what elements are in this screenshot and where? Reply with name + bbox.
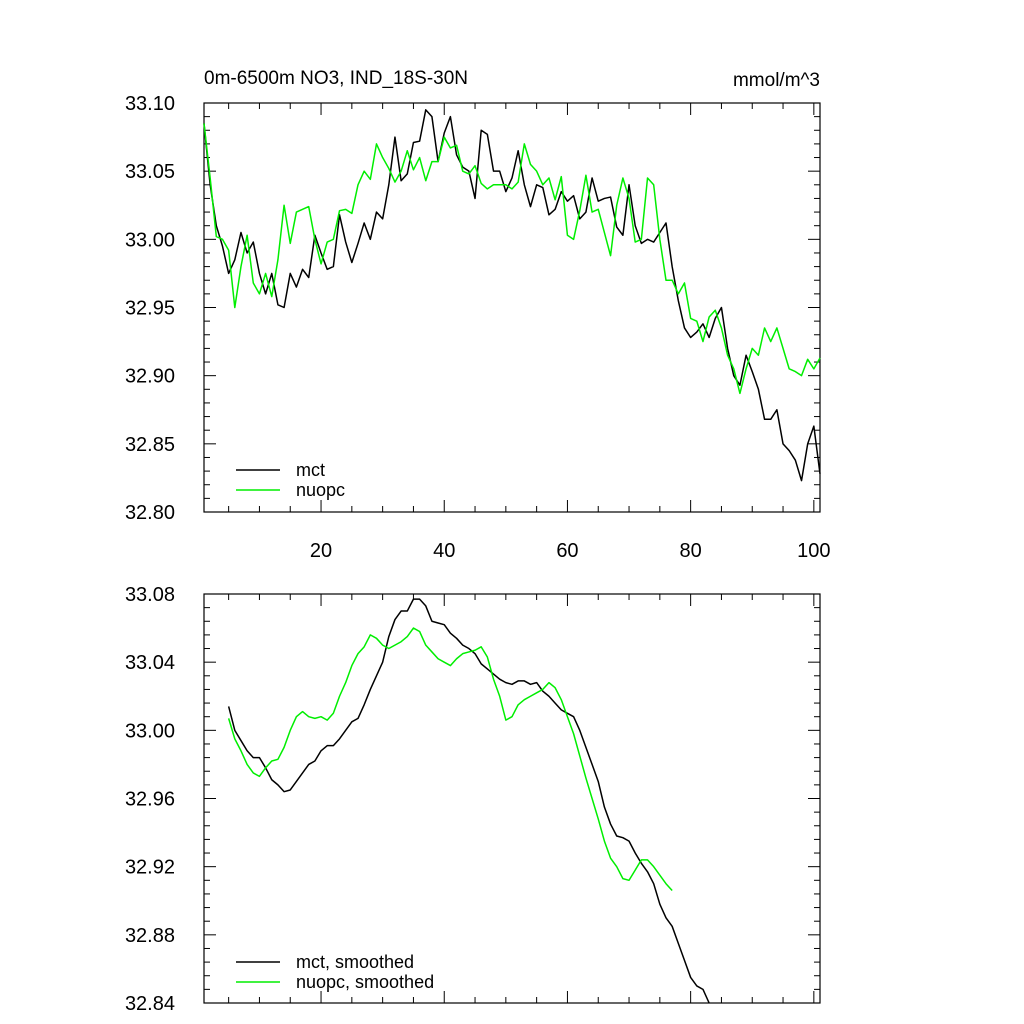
top-x-tick-label: 40: [433, 540, 455, 562]
bottom-series-lines: [227, 598, 710, 1004]
top-x-tick-label: 20: [310, 540, 332, 562]
top-legend-mct-label: mct: [296, 460, 325, 480]
bottom-y-tick-label: 32.88: [125, 925, 175, 947]
top-chart-units: mmol/m^3: [733, 70, 820, 91]
bottom-y-tick-label: 33.08: [125, 584, 175, 606]
top-x-tick-label: 100: [797, 540, 830, 562]
top-y-tick-label: 32.80: [125, 502, 175, 524]
top-y-tick-label: 32.85: [125, 434, 175, 456]
top-series-line-mct: [203, 109, 821, 482]
top-series-line-nuopc: [203, 123, 821, 395]
bottom-series-line-mct-smoothed: [227, 598, 710, 1004]
top-x-tick-label: 80: [680, 540, 702, 562]
top-plot-frame: [203, 102, 821, 513]
bottom-plot-frame: [203, 593, 821, 1004]
top-x-tick-label: 60: [556, 540, 578, 562]
bottom-series-line-nuopc-smoothed: [227, 627, 673, 892]
top-panel: 0m-6500m NO3, IND_18S-30N mmol/m^3 20 40 6…: [125, 68, 831, 562]
top-axis-ticks: 20 40 60 80 100 32.80 32.85 32.90 32.95 33.00 33.0…: [125, 93, 831, 562]
bottom-legend-mct-label: mct, smoothed: [296, 952, 414, 972]
top-legend-nuopc-label: nuopc: [296, 480, 345, 500]
top-legend: mct nuopc: [236, 460, 345, 500]
top-y-tick-label: 33.10: [125, 93, 175, 115]
bottom-y-tick-label: 32.92: [125, 857, 175, 879]
bottom-y-tick-label: 32.84: [125, 993, 175, 1015]
bottom-panel: 32.84 32.88 32.92 32.96 33.00 33.04 33.08 mct,…: [125, 584, 821, 1015]
bottom-y-tick-label: 33.00: [125, 720, 175, 742]
bottom-y-tick-label: 32.96: [125, 789, 175, 811]
top-series-lines: [203, 109, 821, 482]
top-chart-title: 0m-6500m NO3, IND_18S-30N: [204, 68, 468, 89]
top-y-tick-label: 33.00: [125, 229, 175, 251]
top-y-tick-label: 32.90: [125, 366, 175, 388]
bottom-legend: mct, smoothed nuopc, smoothed: [236, 952, 434, 992]
top-y-tick-label: 33.05: [125, 161, 175, 183]
bottom-legend-nuopc-label: nuopc, smoothed: [296, 972, 434, 992]
bottom-axis-ticks: 32.84 32.88 32.92 32.96 33.00 33.04 33.08: [125, 584, 820, 1015]
bottom-y-tick-label: 33.04: [125, 652, 175, 674]
top-y-tick-label: 32.95: [125, 298, 175, 320]
